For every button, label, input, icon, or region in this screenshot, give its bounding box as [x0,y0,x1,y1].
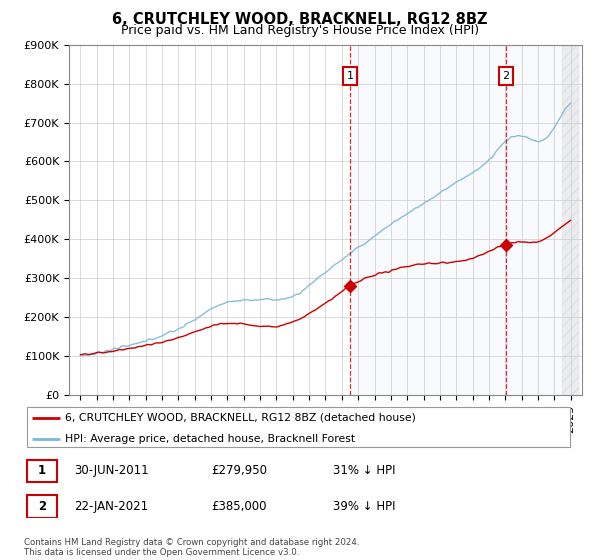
FancyBboxPatch shape [27,460,57,482]
Text: 2: 2 [502,71,509,81]
Text: 6, CRUTCHLEY WOOD, BRACKNELL, RG12 8BZ: 6, CRUTCHLEY WOOD, BRACKNELL, RG12 8BZ [112,12,488,27]
Text: 39% ↓ HPI: 39% ↓ HPI [333,500,395,513]
FancyBboxPatch shape [27,407,571,447]
Text: 2: 2 [38,500,46,513]
Text: 1: 1 [38,464,46,478]
Text: 31% ↓ HPI: 31% ↓ HPI [333,464,395,478]
Bar [562,45,579,395]
Text: 22-JAN-2021: 22-JAN-2021 [74,500,148,513]
Bar [350,45,579,395]
Text: Price paid vs. HM Land Registry's House Price Index (HPI): Price paid vs. HM Land Registry's House … [121,24,479,37]
Text: HPI: Average price, detached house, Bracknell Forest: HPI: Average price, detached house, Brac… [65,434,356,444]
Text: £279,950: £279,950 [212,464,268,478]
Text: 1: 1 [347,71,353,81]
Text: Contains HM Land Registry data © Crown copyright and database right 2024.
This d: Contains HM Land Registry data © Crown c… [24,538,359,557]
FancyBboxPatch shape [27,495,57,517]
Text: £385,000: £385,000 [212,500,267,513]
Text: 30-JUN-2011: 30-JUN-2011 [74,464,148,478]
Text: 6, CRUTCHLEY WOOD, BRACKNELL, RG12 8BZ (detached house): 6, CRUTCHLEY WOOD, BRACKNELL, RG12 8BZ (… [65,413,416,423]
